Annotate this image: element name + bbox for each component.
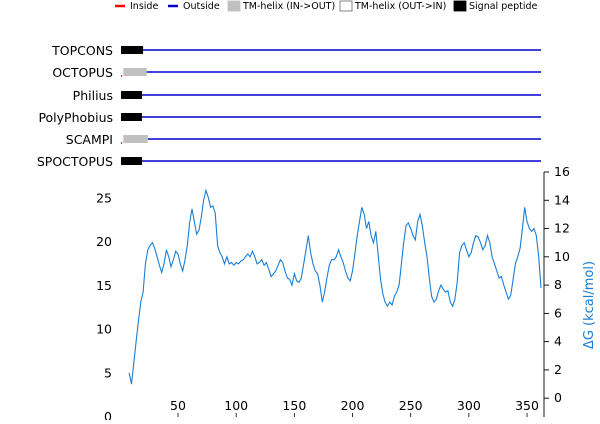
legend-label: Signal peptide: [469, 1, 538, 12]
y-left-tick-label: 20: [96, 234, 112, 249]
legend-swatch-2: [227, 0, 241, 12]
plot-area: [128, 188, 542, 385]
track-label: SPOCTOPUS: [37, 154, 113, 169]
track-label: SCAMPI: [66, 132, 113, 147]
topology-tracks: TOPCONS OCTOPUS Philius PolyPhobius SCAMPI SP…: [37, 43, 541, 169]
y-left-tick-label: 0: [104, 409, 112, 420]
x-tick-label: 200: [341, 398, 365, 413]
y-right-tick-label: 16: [554, 164, 570, 179]
y-right-tick-label: 0: [554, 390, 562, 405]
legend-label: Inside: [130, 1, 158, 12]
legend-label: Outside: [183, 1, 220, 12]
y-left-tick-label: 10: [96, 322, 112, 337]
signal-peptide-segment: [121, 113, 142, 121]
y-right-tick-label: 2: [554, 362, 562, 377]
y-right-tick-label: 12: [554, 221, 570, 236]
x-tick-label: 50: [170, 398, 186, 413]
x-tick-label: 250: [399, 398, 423, 413]
signal-peptide-segment: [121, 91, 142, 99]
track-label: Philius: [73, 88, 113, 103]
series-line-0: [128, 188, 542, 385]
x-tick-label: 350: [515, 398, 539, 413]
tm-helix-segment: [123, 68, 147, 76]
track-label: OCTOPUS: [52, 65, 113, 80]
legend-label: TM-helix (OUT->IN): [354, 1, 446, 12]
axes: 50 100 150 200 250 300 35005101520250246810121…: [96, 164, 597, 424]
y-left-tick-label: 15: [96, 278, 112, 293]
y-right-tick-label: 10: [554, 249, 570, 264]
track-label: PolyPhobius: [38, 110, 113, 125]
x-tick-label: 300: [457, 398, 481, 413]
signal-peptide-segment: [121, 157, 142, 165]
track-label: TOPCONS: [51, 43, 113, 58]
legend: Inside Outside TM-helix (IN->OUT) TM-helix …: [115, 0, 538, 12]
y-right-tick-label: 6: [554, 305, 562, 320]
y-right-axis-label: ΔG (kcal/mol): [582, 261, 597, 349]
legend-swatch-3: [339, 0, 353, 12]
y-right-tick-label: 8: [554, 277, 562, 292]
y-left-tick-label: 5: [104, 365, 112, 380]
legend-swatch-4: [453, 0, 467, 12]
x-tick-label: 100: [224, 398, 248, 413]
tm-helix-segment: [123, 135, 148, 143]
y-left-tick-label: 25: [96, 190, 112, 205]
y-right-tick-label: 4: [554, 334, 562, 349]
legend-label: TM-helix (IN->OUT): [242, 1, 335, 12]
y-right-tick-label: 14: [554, 192, 570, 207]
x-tick-label: 150: [282, 398, 306, 413]
signal-peptide-segment: [121, 46, 144, 54]
